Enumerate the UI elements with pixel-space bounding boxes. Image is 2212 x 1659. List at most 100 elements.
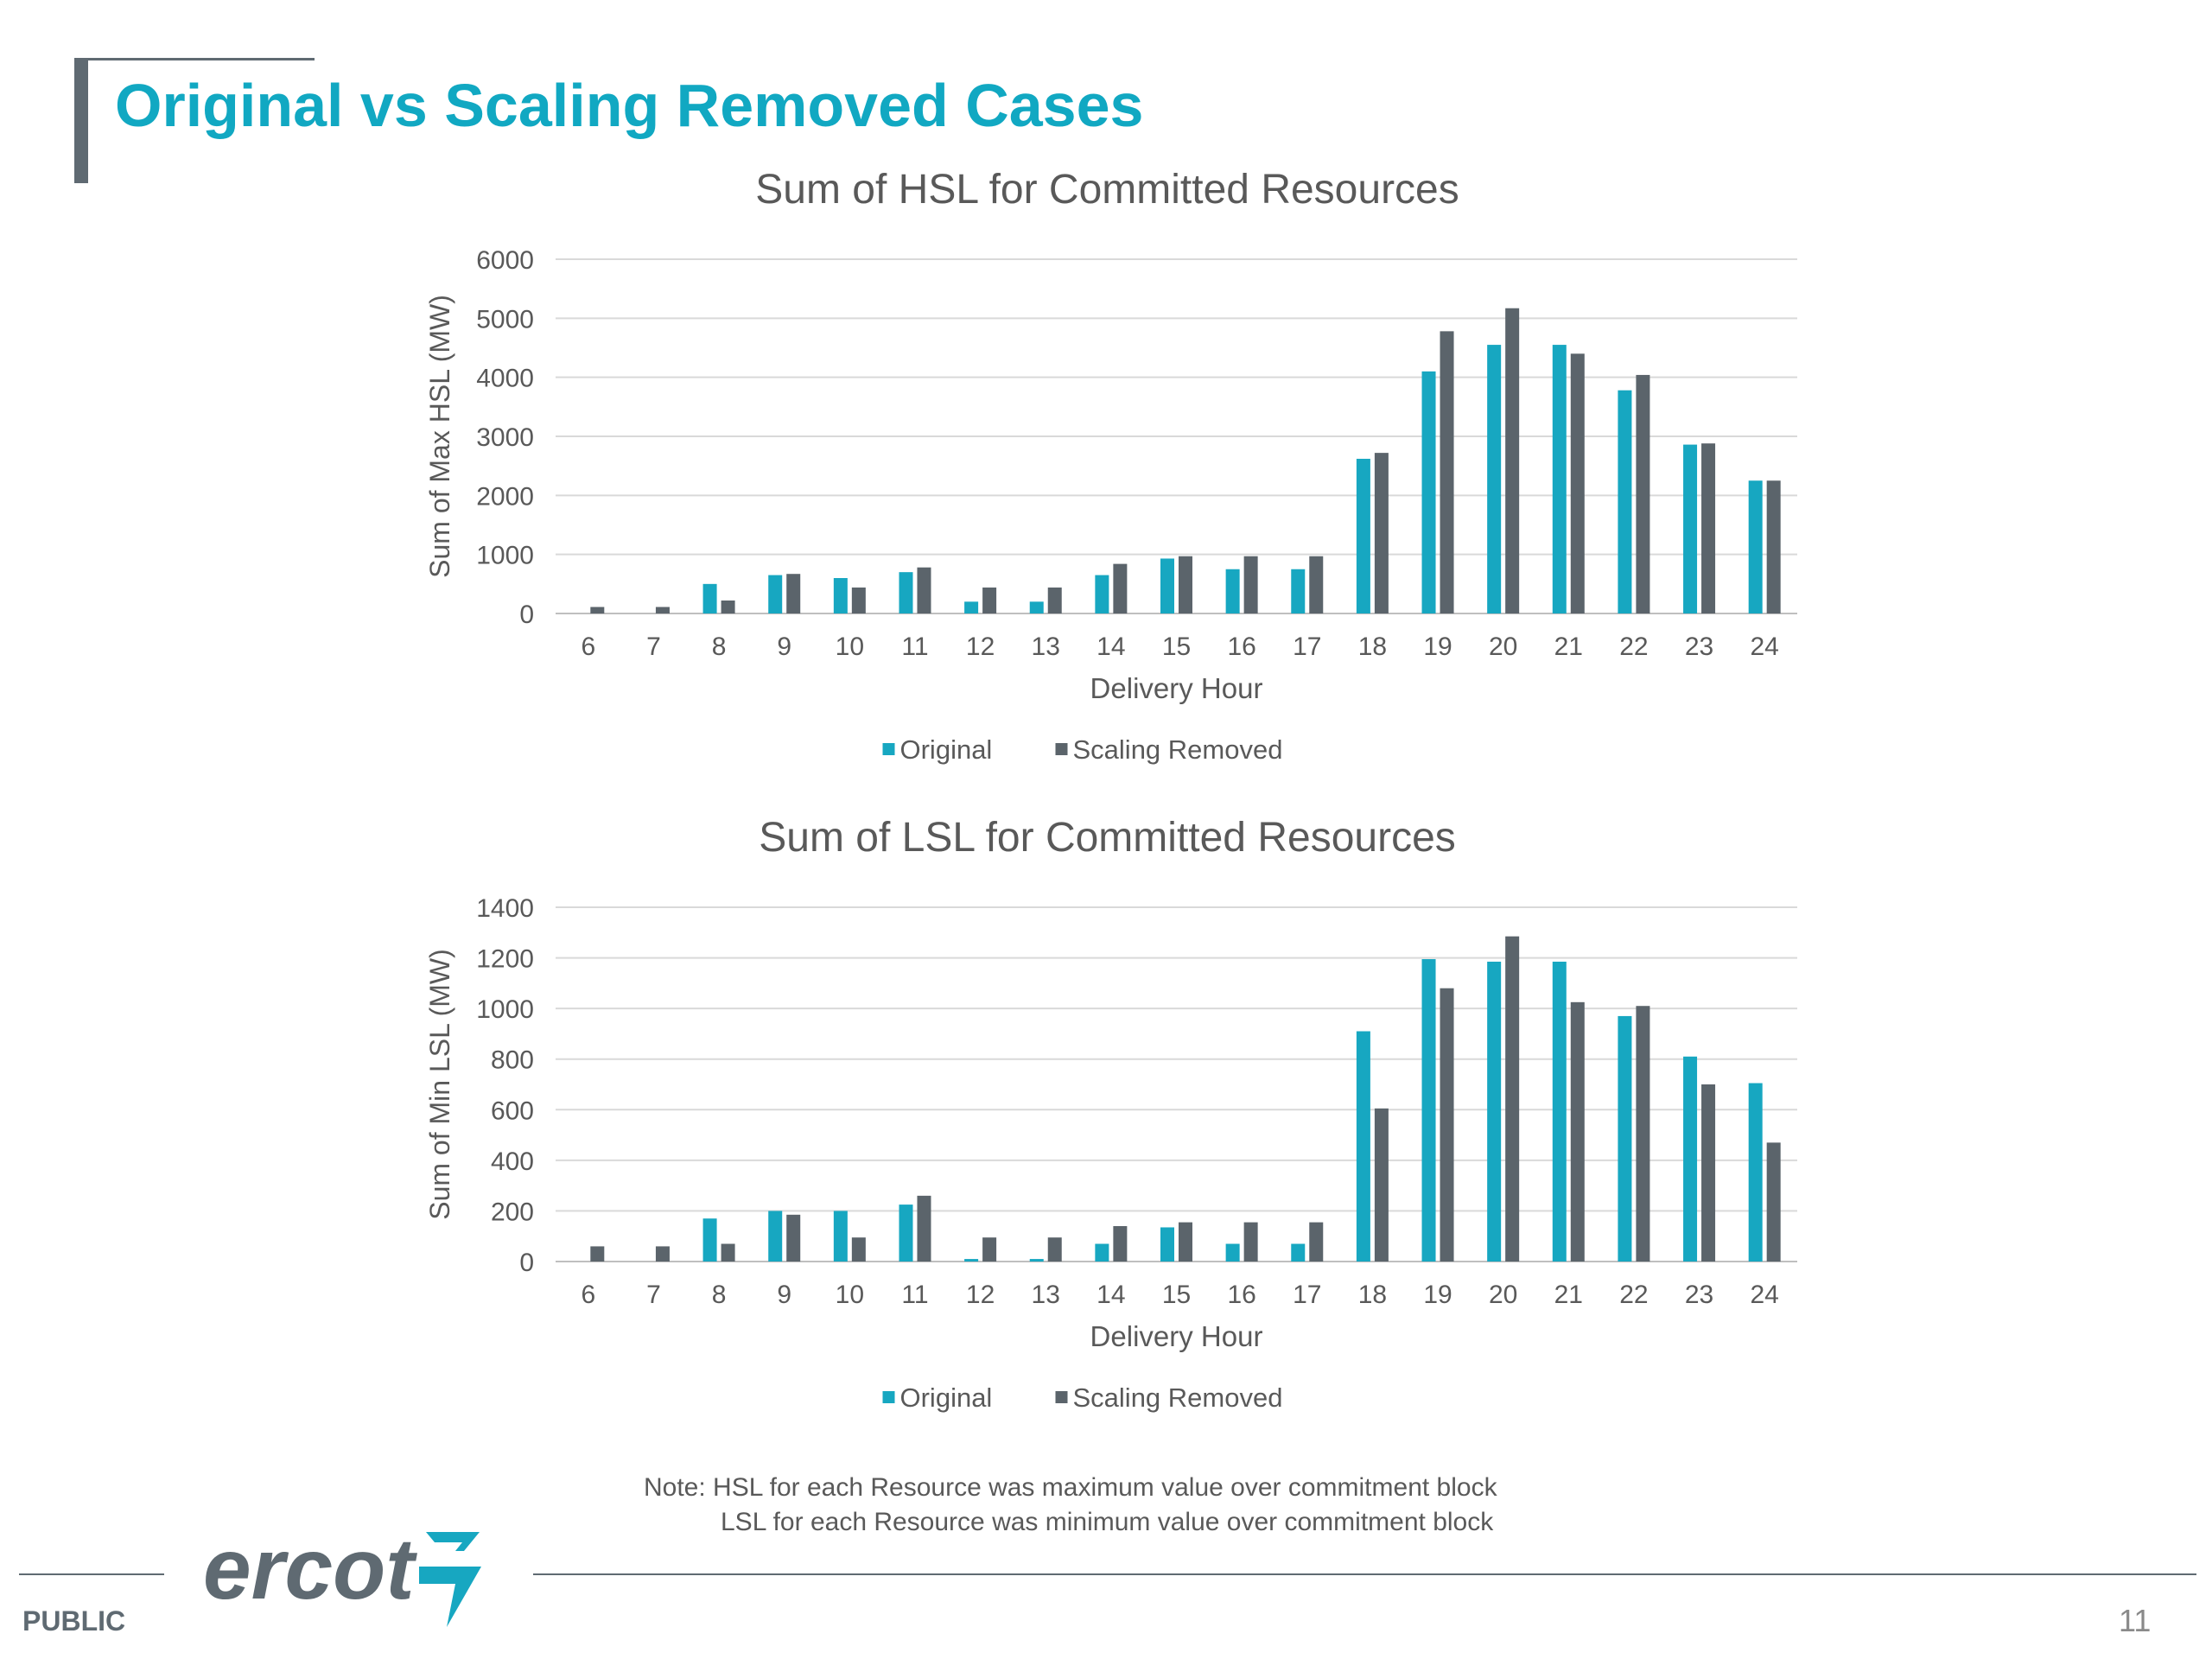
chart-2-x-tick-label: 22 — [1619, 1281, 1648, 1309]
chart-1-bar-scaling-removed-16 — [1243, 556, 1258, 613]
chart-2-x-tick-label: 21 — [1554, 1281, 1583, 1309]
chart-1-x-tick-label: 22 — [1619, 632, 1648, 661]
chart-1-bar-scaling-removed-6 — [590, 607, 605, 613]
chart-2-x-tick-label: 16 — [1227, 1281, 1255, 1309]
chart-1-x-tick-label: 16 — [1227, 632, 1255, 661]
chart-1-bar-original-11 — [899, 572, 913, 613]
chart-2-bar-scaling-removed-10 — [851, 1237, 866, 1262]
chart-1-bar-original-24 — [1748, 480, 1763, 613]
chart-2-title: Sum of LSL for Committed Resources — [759, 815, 1456, 861]
chart-2-x-tick-label: 8 — [712, 1281, 727, 1309]
chart-1-x-tick-label: 14 — [1096, 632, 1125, 661]
chart-2-x-tick-label: 10 — [836, 1281, 864, 1309]
chart-2-bar-original-20 — [1487, 961, 1502, 1262]
chart-1-bar-scaling-removed-22 — [1636, 374, 1650, 613]
footer-divider-right — [533, 1573, 2196, 1575]
note-line-1: Note: HSL for each Resource was maximum … — [644, 1473, 1497, 1502]
chart-1-bar-original-22 — [1618, 390, 1632, 613]
chart-2-y-tick-label: 1400 — [476, 894, 534, 923]
chart-2-bar-scaling-removed-14 — [1113, 1226, 1128, 1262]
chart-2-x-tick-label: 6 — [581, 1281, 595, 1309]
chart-1-bar-scaling-removed-7 — [655, 607, 670, 613]
chart-1-x-axis-label: Delivery Hour — [1090, 672, 1263, 704]
chart-2-x-tick-label: 12 — [966, 1281, 995, 1309]
chart-1-x-tick-label: 17 — [1293, 632, 1321, 661]
chart-2-x-tick-label: 9 — [777, 1281, 791, 1309]
chart-2-bar-original-12 — [964, 1259, 979, 1262]
chart-2-bar-original-21 — [1552, 961, 1567, 1262]
chart-1-bar-original-12 — [964, 601, 979, 613]
title-accent-bar — [74, 58, 88, 183]
chart-2-bar-scaling-removed-20 — [1505, 936, 1520, 1262]
chart-2-bar-original-16 — [1225, 1243, 1240, 1262]
ercot-logo: ercot — [203, 1521, 481, 1627]
chart-2-bar-scaling-removed-22 — [1636, 1006, 1650, 1262]
chart-2-x-tick-label: 23 — [1685, 1281, 1713, 1309]
chart-1-y-tick-label: 3000 — [476, 423, 534, 452]
chart-1-bar-original-21 — [1552, 345, 1567, 613]
chart-1-bar-scaling-removed-11 — [917, 567, 931, 613]
chart-2-bar-original-11 — [899, 1205, 913, 1262]
chart-2-bar-original-13 — [1029, 1259, 1044, 1262]
chart-1-bar-scaling-removed-10 — [851, 587, 866, 613]
chart-2-x-tick-label: 20 — [1489, 1281, 1517, 1309]
chart-2-bar-scaling-removed-21 — [1570, 1001, 1585, 1262]
chart-1-x-tick-label: 12 — [966, 632, 995, 661]
chart-2-bar-original-17 — [1291, 1243, 1306, 1262]
chart-1-bar-original-16 — [1225, 569, 1240, 613]
chart-1-x-tick-label: 23 — [1685, 632, 1713, 661]
chart-2-bar-original-24 — [1748, 1083, 1763, 1262]
hsl-chart: Sum of HSL for Committed Resources 0 1000 2… — [397, 160, 1866, 791]
chart-1-y-tick-label: 0 — [519, 601, 534, 629]
note-line-2: LSL for each Resource was minimum value … — [721, 1508, 1494, 1536]
chart-1-bar-scaling-removed-21 — [1570, 353, 1585, 613]
chart-1-y-tick-label: 2000 — [476, 482, 534, 511]
chart-2-bar-scaling-removed-11 — [917, 1195, 931, 1262]
chart-2-bar-scaling-removed-17 — [1309, 1222, 1324, 1262]
chart-1-x-tick-label: 24 — [1750, 632, 1778, 661]
chart-1-x-tick-label: 10 — [836, 632, 864, 661]
chart-1-bar-original-17 — [1291, 569, 1306, 613]
chart-2-bar-scaling-removed-9 — [786, 1214, 801, 1262]
chart-1-legend-label-2: Scaling Removed — [1073, 734, 1283, 765]
chart-2-bar-scaling-removed-12 — [982, 1237, 997, 1262]
chart-2-bar-original-19 — [1421, 959, 1436, 1262]
chart-1-bar-scaling-removed-18 — [1374, 453, 1389, 613]
chart-svg: Sum of LSL for Committed Resources 0 200 40… — [424, 815, 1797, 1413]
chart-1-y-tick-label: 5000 — [476, 305, 534, 334]
chart-2-x-tick-label: 14 — [1096, 1281, 1125, 1309]
note: Note: HSL for each Resource was maximum … — [644, 1471, 1497, 1540]
chart-1-bar-scaling-removed-12 — [982, 587, 997, 613]
chart-2-legend-swatch-1 — [882, 1391, 895, 1403]
chart-1-x-tick-label: 7 — [646, 632, 661, 661]
chart-1-x-tick-label: 8 — [712, 632, 727, 661]
chart-1-bar-original-14 — [1095, 575, 1109, 613]
lsl-chart: Sum of LSL for Committed Resources 0 200 40… — [397, 808, 1866, 1430]
chart-1-x-tick-label: 9 — [777, 632, 791, 661]
chart-1-x-tick-label: 20 — [1489, 632, 1517, 661]
chart-2-y-tick-label: 600 — [491, 1096, 534, 1125]
chart-1-bar-original-13 — [1029, 601, 1044, 613]
chart-1-x-tick-label: 15 — [1162, 632, 1191, 661]
chart-1-bar-scaling-removed-13 — [1047, 587, 1062, 613]
chart-2-y-axis-label: Sum of Min LSL (MW) — [424, 949, 455, 1220]
chart-2-x-tick-label: 11 — [901, 1281, 928, 1309]
chart-1-y-tick-label: 1000 — [476, 542, 534, 570]
chart-2-y-tick-label: 1000 — [476, 995, 534, 1024]
chart-2-x-tick-label: 18 — [1358, 1281, 1387, 1309]
chart-2-x-tick-label: 7 — [646, 1281, 661, 1309]
logo-bolt-icon — [419, 1567, 481, 1627]
chart-2-bar-scaling-removed-15 — [1179, 1222, 1192, 1262]
chart-2-legend-label-1: Original — [900, 1382, 993, 1413]
chart-1-title: Sum of HSL for Committed Resources — [755, 167, 1459, 213]
chart-1-bar-scaling-removed-19 — [1440, 331, 1454, 613]
chart-2-bar-original-23 — [1683, 1056, 1698, 1262]
chart-1-y-tick-label: 6000 — [476, 246, 534, 275]
chart-1-bar-original-19 — [1421, 371, 1436, 613]
chart-2-bar-original-9 — [768, 1211, 783, 1262]
chart-1-bar-scaling-removed-20 — [1505, 308, 1520, 613]
slide-title: Original vs Scaling Removed Cases — [115, 72, 1144, 139]
chart-2-bar-scaling-removed-23 — [1701, 1084, 1716, 1262]
logo-wordmark: ercot — [203, 1521, 417, 1618]
logo-bolt-top-icon — [426, 1532, 480, 1551]
